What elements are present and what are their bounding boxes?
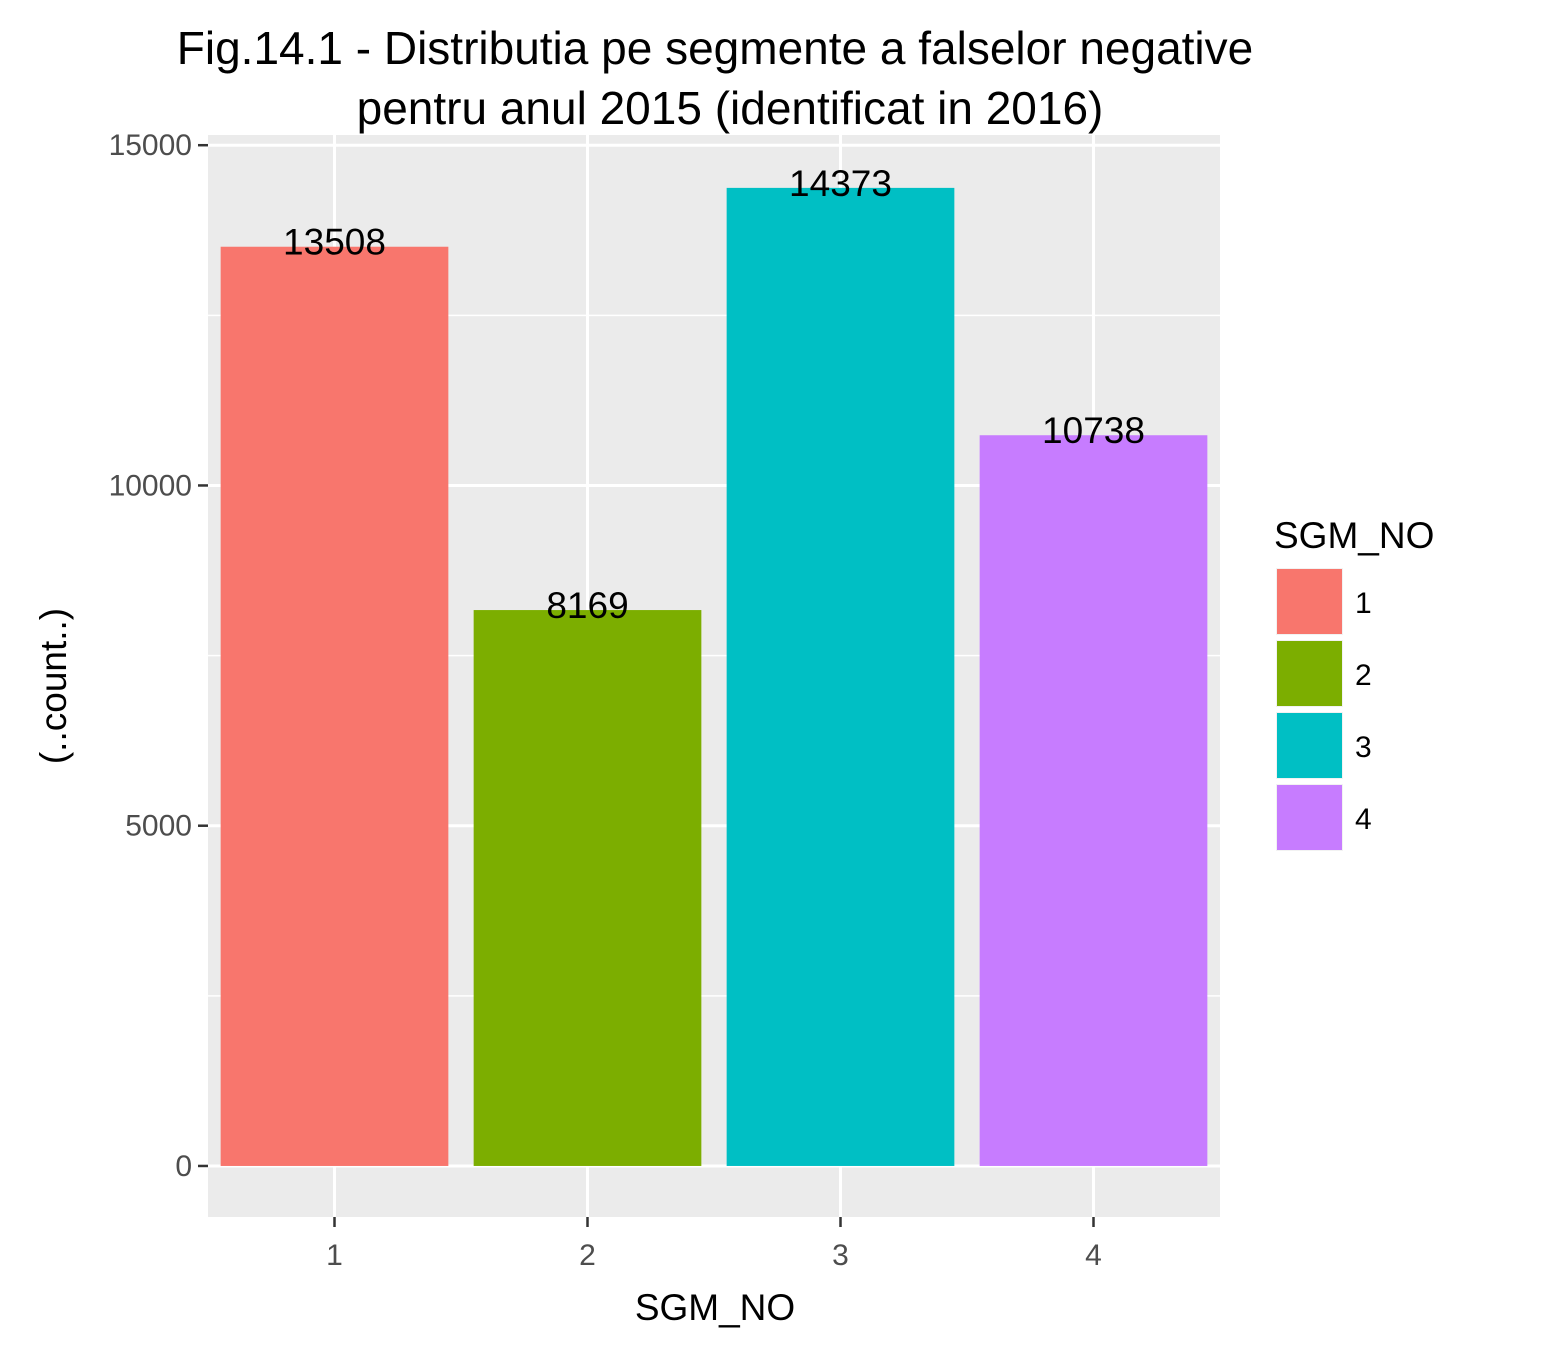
legend-label-2: 2	[1355, 659, 1372, 692]
bar-value-label-1: 13508	[283, 222, 386, 263]
y-tick-label: 15000	[109, 129, 192, 162]
bar-2	[473, 610, 702, 1166]
legend: SGM_NO 1 2 3 4	[1274, 515, 1434, 851]
y-tick-label: 5000	[125, 810, 192, 843]
legend-swatch-3	[1277, 713, 1342, 778]
bar-3	[726, 187, 955, 1166]
bar-4	[979, 435, 1208, 1166]
chart-title: Fig.14.1 - Distributia pe segmente a fal…	[177, 22, 1253, 134]
bar-labels-group: 13508 8169 14373 10738	[283, 163, 1145, 626]
x-tick-label: 1	[326, 1239, 343, 1272]
y-tick-label: 0	[175, 1150, 192, 1183]
y-tick-label: 10000	[109, 469, 192, 502]
y-axis-title: (..count..)	[33, 608, 74, 764]
x-axis: 1 2 3 4	[326, 1217, 1102, 1272]
x-tick-label: 4	[1085, 1239, 1102, 1272]
x-axis-title: SGM_NO	[635, 1287, 795, 1328]
legend-label-3: 3	[1355, 731, 1372, 764]
legend-items: 1 2 3 4	[1276, 568, 1372, 851]
chart-title-line-2: pentru anul 2015 (identificat in 2016)	[357, 82, 1104, 134]
bar-value-label-2: 8169	[546, 585, 628, 626]
legend-label-1: 1	[1355, 587, 1372, 620]
bars-group	[220, 187, 1208, 1166]
bar-value-label-4: 10738	[1042, 410, 1145, 451]
legend-swatch-4	[1277, 785, 1342, 850]
x-tick-label: 3	[832, 1239, 849, 1272]
y-axis: 0 5000 10000 15000	[109, 129, 208, 1183]
x-tick-label: 2	[579, 1239, 596, 1272]
bar-value-label-3: 14373	[789, 163, 892, 204]
legend-swatch-2	[1277, 641, 1342, 706]
legend-title: SGM_NO	[1274, 515, 1434, 556]
legend-swatch-1	[1277, 569, 1342, 634]
legend-label-4: 4	[1355, 803, 1372, 836]
bar-1	[220, 246, 449, 1166]
chart-title-line-1: Fig.14.1 - Distributia pe segmente a fal…	[177, 22, 1253, 74]
